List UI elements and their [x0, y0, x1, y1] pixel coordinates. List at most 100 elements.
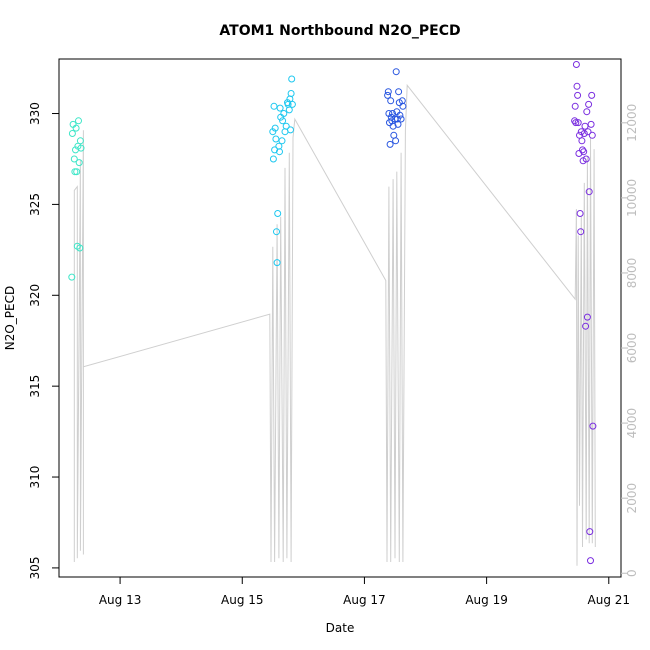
- data-point: [578, 137, 586, 145]
- data-point: [573, 82, 581, 90]
- data-point: [582, 322, 590, 330]
- y-axis-label: N2O_PECD: [3, 286, 17, 351]
- data-point: [585, 100, 593, 108]
- data-point: [288, 100, 296, 108]
- data-point: [77, 144, 85, 152]
- data-point: [385, 110, 393, 117]
- y-right-tick-label: 2000: [625, 483, 639, 514]
- data-point: [269, 128, 277, 136]
- data-point: [384, 91, 392, 99]
- data-point: [288, 75, 296, 83]
- data-point: [571, 117, 579, 125]
- data-point: [384, 88, 392, 96]
- y-right-tick-label: 12000: [625, 104, 639, 142]
- data-point: [274, 210, 282, 217]
- y-tick-label: 315: [28, 375, 42, 398]
- data-point: [386, 140, 394, 148]
- data-point: [392, 137, 400, 145]
- x-tick-label: Aug 21: [588, 593, 631, 607]
- data-point: [72, 124, 80, 132]
- data-point: [387, 97, 395, 105]
- data-point: [584, 128, 592, 136]
- y-right-tick-label: 10000: [625, 179, 639, 217]
- data-point: [583, 313, 591, 321]
- data-point: [580, 148, 588, 156]
- data-point: [389, 110, 396, 117]
- data-point: [75, 159, 83, 167]
- data-point: [75, 117, 82, 125]
- data-point: [68, 273, 76, 281]
- data-point: [574, 91, 582, 99]
- plot-frame: [58, 58, 622, 578]
- data-point: [287, 90, 295, 97]
- data-point: [389, 122, 397, 130]
- x-axis: Aug 13 Aug 15 Aug 17 Aug 19 Aug 21: [99, 577, 630, 607]
- data-point: [571, 102, 579, 110]
- data-point: [269, 155, 277, 163]
- y-right-tick-label: 0: [625, 569, 639, 577]
- x-tick-label: Aug 13: [99, 593, 142, 607]
- data-point: [587, 120, 595, 128]
- data-point: [387, 113, 395, 121]
- data-point: [276, 148, 283, 156]
- y-right-tick-label: 4000: [625, 408, 639, 439]
- data-point: [588, 131, 596, 139]
- data-point: [68, 130, 76, 137]
- y-tick-label: 320: [28, 284, 42, 307]
- secondary-line-layer: [73, 83, 596, 566]
- data-point: [76, 244, 84, 252]
- data-point: [276, 104, 284, 112]
- data-point: [581, 122, 589, 130]
- x-tick-label: Aug 15: [221, 593, 264, 607]
- y-tick-label: 305: [28, 556, 42, 579]
- x-tick-label: Aug 19: [465, 593, 508, 607]
- data-point: [394, 120, 402, 128]
- data-point: [278, 137, 286, 145]
- x-axis-label: Date: [326, 621, 355, 635]
- data-point: [285, 106, 293, 114]
- data-point: [575, 150, 583, 157]
- data-point: [273, 259, 281, 267]
- data-point: [392, 68, 400, 76]
- data-point: [282, 122, 290, 130]
- data-point: [589, 422, 597, 430]
- data-point: [587, 557, 594, 565]
- data-point: [272, 135, 280, 143]
- data-point: [279, 117, 287, 125]
- y-tick-label: 310: [28, 466, 42, 489]
- data-point: [582, 155, 590, 163]
- data-point: [585, 188, 593, 196]
- data-point: [586, 528, 594, 536]
- data-point: [577, 228, 585, 236]
- data-point: [73, 168, 81, 176]
- data-point: [271, 124, 279, 132]
- y-axis-right: 0 2000 4000 6000 8000 10000 12000: [621, 104, 639, 577]
- data-point: [572, 61, 580, 68]
- data-point: [583, 108, 591, 116]
- y-right-tick-label: 8000: [625, 258, 639, 289]
- secondary-series-line: [73, 83, 596, 566]
- data-point: [270, 102, 278, 110]
- data-point: [271, 146, 279, 154]
- data-point: [579, 146, 586, 154]
- y-right-tick-label: 6000: [625, 333, 639, 364]
- data-point: [280, 110, 288, 117]
- y-tick-label: 325: [28, 193, 42, 216]
- data-point: [572, 119, 580, 127]
- data-point: [70, 155, 78, 163]
- data-point: [580, 130, 588, 137]
- data-point: [588, 91, 596, 99]
- data-point: [273, 228, 280, 236]
- data-point: [396, 111, 404, 119]
- chart-title: ATOM1 Northbound N2O_PECD: [219, 23, 460, 39]
- y-tick-label: 330: [28, 102, 42, 125]
- points-layer: [68, 61, 597, 565]
- data-point: [287, 126, 294, 134]
- x-tick-label: Aug 17: [343, 593, 386, 607]
- data-point: [395, 88, 403, 96]
- y-axis: 305 310 315 320 325 330: [28, 102, 59, 579]
- data-point: [576, 210, 584, 217]
- data-point: [399, 102, 407, 110]
- data-point: [397, 115, 405, 123]
